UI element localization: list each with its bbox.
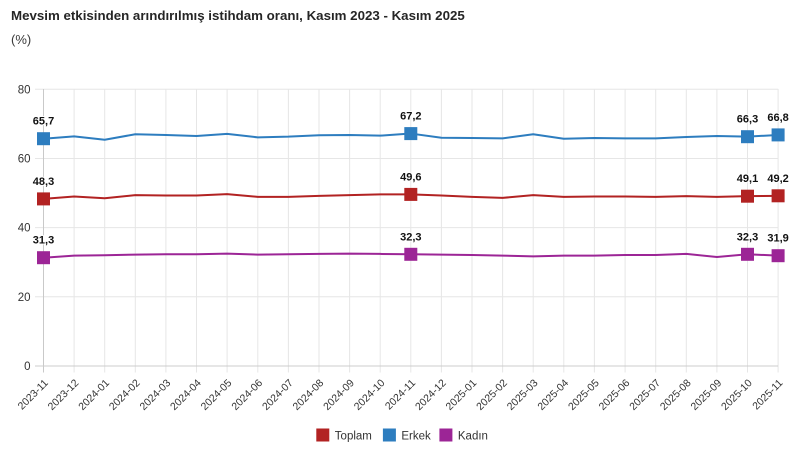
svg-text:67,2: 67,2 bbox=[400, 111, 421, 123]
svg-text:0: 0 bbox=[24, 361, 30, 373]
svg-text:Kadın: Kadın bbox=[458, 431, 488, 443]
svg-text:66,8: 66,8 bbox=[767, 112, 788, 124]
svg-text:20: 20 bbox=[18, 292, 31, 304]
svg-text:80: 80 bbox=[18, 84, 31, 96]
svg-text:66,3: 66,3 bbox=[737, 114, 758, 126]
svg-text:65,7: 65,7 bbox=[33, 116, 54, 128]
svg-text:49,6: 49,6 bbox=[400, 171, 421, 183]
svg-text:31,9: 31,9 bbox=[767, 233, 788, 245]
svg-text:60: 60 bbox=[18, 154, 31, 166]
svg-text:Erkek: Erkek bbox=[401, 431, 431, 443]
svg-text:49,1: 49,1 bbox=[737, 173, 758, 185]
svg-text:Toplam: Toplam bbox=[335, 431, 372, 443]
svg-text:40: 40 bbox=[18, 223, 31, 235]
svg-text:32,3: 32,3 bbox=[400, 231, 421, 243]
svg-text:48,3: 48,3 bbox=[33, 176, 54, 188]
svg-text:49,2: 49,2 bbox=[767, 173, 788, 185]
svg-text:32,3: 32,3 bbox=[737, 231, 758, 243]
svg-text:31,3: 31,3 bbox=[33, 235, 54, 247]
